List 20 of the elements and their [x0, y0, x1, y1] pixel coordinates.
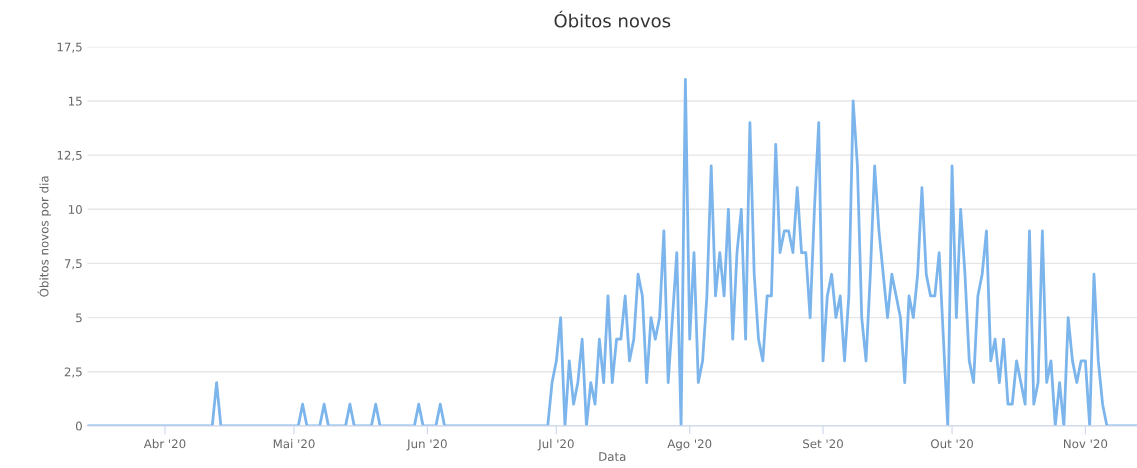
y-tick-label: 0 [75, 421, 82, 431]
x-tick-label: Abr '20 [143, 439, 186, 449]
x-tick-label: Nov '20 [1064, 439, 1108, 449]
x-tick-label: Mai '20 [273, 439, 315, 449]
y-tick-label: 7,5 [64, 259, 82, 270]
y-tick-label: 5 [76, 313, 82, 323]
y-tick-label: 10 [68, 204, 82, 214]
y-tick-label: 17,5 [57, 42, 82, 53]
y-tick-label: 15 [68, 96, 82, 106]
x-tick-label: Set '20 [803, 439, 843, 449]
line-series [87, 77, 1137, 426]
x-axis-title: Data [599, 452, 626, 462]
x-tick-label: Jul '20 [537, 439, 574, 451]
y-tick-label: 12,5 [57, 150, 82, 161]
y-tick-label: 2,5 [64, 367, 82, 378]
chart-title: Óbitos novos [554, 10, 671, 28]
y-axis-title: Óbitos novos por dia [37, 176, 51, 297]
x-tick-label: Out '20 [931, 439, 973, 449]
x-tick-label: Jun '20 [406, 439, 447, 451]
x-tick-label: Ago '20 [667, 439, 712, 451]
